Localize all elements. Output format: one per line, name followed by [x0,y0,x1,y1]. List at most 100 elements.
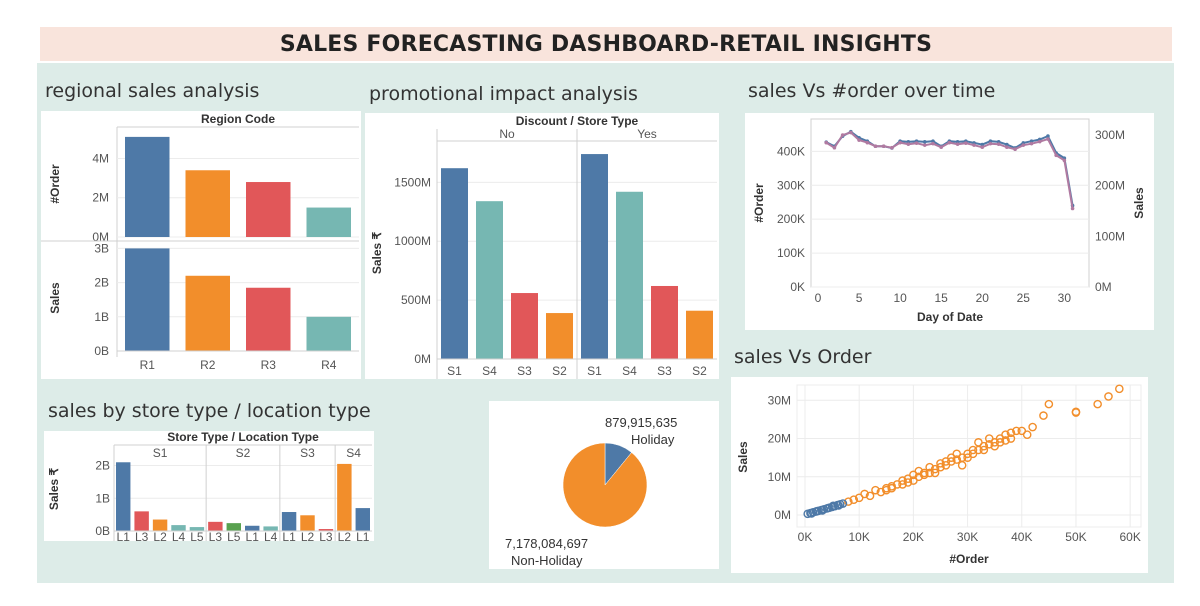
data-point [984,439,994,449]
region-header: Region Code [201,112,275,126]
bar [476,201,503,359]
data-point [914,466,924,476]
data-point [947,453,956,462]
data-point [1104,392,1113,401]
store-chart: Store Type / Location Type 0B 1B 2B Sales ₹ S… [47,430,372,544]
y-tick-label: 0B [95,524,110,538]
group-label: Yes [637,127,657,141]
data-point [881,483,891,493]
data-point [828,501,838,511]
y-axis-label: Sales [736,441,750,473]
panel-title-scatter: sales Vs Order [734,346,872,368]
data-point [1039,411,1048,420]
data-point [832,145,837,150]
y2-tick-label: 100M [1095,229,1125,243]
y-tick-label: 500M [401,293,431,307]
data-point [1006,428,1016,438]
x-tick-label: 40K [1011,530,1032,544]
x-tick-label: L2 [301,530,315,541]
group-label: S3 [300,446,315,460]
data-point [990,441,999,451]
y2-axis-label: Sales [1132,187,1146,219]
y-tick-label: 30M [768,393,791,407]
bar [355,508,370,531]
data-point [1029,139,1034,143]
x-tick-label: L3 [135,530,149,541]
group-label: S1 [153,446,168,460]
x-tick-label: 0 [815,291,822,305]
bar [125,248,170,351]
x-tick-label: 25 [1017,291,1031,305]
store-card: Store Type / Location Type 0B 1B 2B Sales ₹ S… [44,430,374,544]
y-tick-label: 1B [95,491,110,505]
x-tick-label: L1 [356,530,370,541]
data-point [1044,399,1054,409]
data-point [925,462,934,472]
x-tick-label: L1 [117,530,131,541]
bar [337,463,352,531]
y-tick-label: 0K [790,280,805,294]
x-tick-label: S4 [622,364,637,378]
data-point [873,144,878,148]
y-axis-label: Sales [48,282,62,314]
y-axis-label: Sales ₹ [370,231,384,274]
y-tick-label: 0M [774,508,791,522]
data-point [898,480,907,489]
data-point [936,459,945,468]
data-point [988,141,993,146]
scatter-chart: 0M 10M 20M 30M 0K 10K 20K 30K 40K 50K 60K #Order Sal… [736,384,1142,566]
data-point [988,139,993,143]
bar [226,523,241,531]
data-point [931,141,935,146]
bar [185,275,230,351]
y-tick-label: 1B [94,310,109,324]
time-chart: 0K 100K 200K 300K 400K 0M 100M 200M 300M 0 5 10 15 20… [752,118,1146,324]
data-point [1028,422,1037,432]
data-point [974,438,983,447]
x-tick-label: 20K [903,530,924,544]
x-axis-label: #Order [949,552,989,566]
data-point [903,474,913,483]
y-axis-label: #Order [752,183,766,223]
data-point [871,485,880,495]
x-tick-label: L1 [282,530,296,541]
data-point [857,138,861,142]
y-tick-label: 2B [94,276,109,290]
data-point [968,449,978,459]
y-tick-label: 200K [777,212,805,226]
x-tick-label: 0K [798,530,813,544]
data-point [931,139,935,143]
group-label: No [499,127,515,141]
bar [441,168,468,359]
data-point [936,462,945,472]
x-tick-label: L5 [227,530,241,541]
data-point [980,142,985,147]
pie-slice [562,442,648,528]
x-tick-label: 15 [935,291,949,305]
data-point [979,445,989,455]
y-axis-label: #Order [48,164,62,204]
x-tick-label: S1 [587,364,602,378]
x-tick-label: 50K [1065,530,1086,544]
data-point [1022,430,1032,440]
bar [511,293,538,359]
bar [245,525,260,531]
data-point [930,468,940,478]
x-tick-label: 30K [957,530,978,544]
regional-card: Region Code 0M 2M 4M #Order 0B 1B 2B 3B Sales R1 R2… [41,111,361,379]
data-point [1021,143,1026,147]
y2-tick-label: 300M [1095,128,1125,142]
x-tick-label: S2 [692,364,707,378]
time-card: 0K 100K 200K 300K 400K 0M 100M 200M 300M 0 5 10 15 20… [745,113,1154,330]
bar [189,527,205,531]
data-point [898,140,902,145]
bar [651,285,678,359]
x-tick-label: L4 [264,530,278,541]
holiday-value-label: 879,915,635 [605,415,677,430]
data-point [865,491,875,501]
data-point [906,142,911,146]
data-point [823,503,833,513]
y-tick-label: 1000M [394,234,431,248]
panel-title-regional: regional sales analysis [45,80,260,102]
